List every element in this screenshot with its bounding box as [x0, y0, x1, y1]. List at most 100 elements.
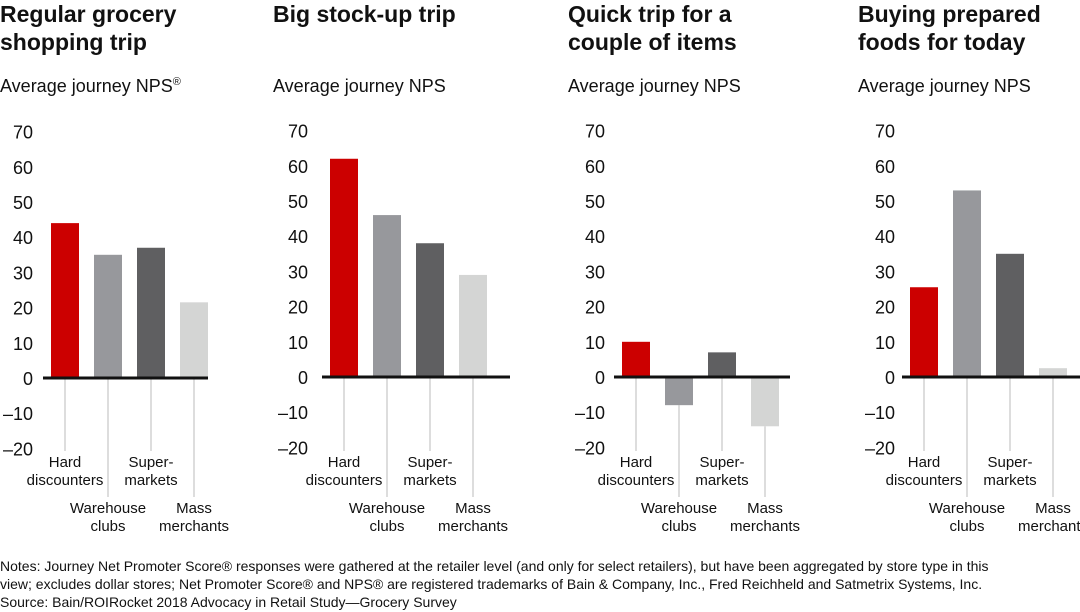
- category-label-line: markets: [695, 472, 748, 489]
- chart-title-line: Big stock-up trip: [273, 1, 456, 27]
- y-tick-label: –20: [865, 438, 895, 458]
- category-label-line: clubs: [369, 518, 404, 535]
- y-tick-label: 0: [23, 369, 33, 389]
- category-label-line: Mass: [747, 500, 783, 517]
- category-label-line: merchants: [438, 518, 508, 535]
- y-tick-label: 50: [288, 192, 308, 212]
- category-label-line: discounters: [306, 472, 383, 489]
- y-tick-label: 30: [875, 262, 895, 282]
- y-tick-label: 10: [13, 334, 33, 354]
- category-label-line: merchants: [730, 518, 800, 535]
- y-tick-label: 60: [288, 157, 308, 177]
- category-label-line: Warehouse: [349, 500, 425, 517]
- y-tick-label: 0: [595, 368, 605, 388]
- y-tick-label: 70: [288, 122, 308, 142]
- category-label-line: clubs: [661, 518, 696, 535]
- chart-title-line: Buying prepared: [858, 1, 1041, 27]
- y-tick-label: 40: [288, 227, 308, 247]
- chart-title-line: shopping trip: [0, 29, 147, 55]
- y-tick-label: –10: [278, 403, 308, 423]
- bar: [416, 243, 444, 377]
- y-tick-label: 60: [585, 157, 605, 177]
- bar: [953, 190, 981, 377]
- bar: [708, 352, 736, 377]
- bar: [137, 247, 165, 378]
- category-label-line: merchants: [1018, 518, 1080, 535]
- category-label-line: Mass: [1035, 500, 1071, 517]
- notes-line-1: Notes: Journey Net Promoter Score® respo…: [0, 558, 989, 574]
- y-tick-label: 20: [288, 298, 308, 318]
- y-tick-label: 50: [13, 193, 33, 213]
- bar: [180, 302, 208, 378]
- y-tick-label: 60: [875, 157, 895, 177]
- category-label-line: discounters: [598, 472, 675, 489]
- y-axis-label: Average journey NPS®: [0, 76, 181, 96]
- bar: [1039, 368, 1067, 377]
- notes-line-2: view; excludes dollar stores; Net Promot…: [0, 576, 983, 592]
- bar: [51, 223, 79, 378]
- y-tick-label: –20: [575, 438, 605, 458]
- category-label-line: Mass: [455, 500, 491, 517]
- bar: [665, 377, 693, 406]
- category-label-line: merchants: [159, 518, 229, 535]
- category-label-line: Warehouse: [70, 500, 146, 517]
- y-axis-label: Average journey NPS: [568, 76, 741, 96]
- y-tick-label: 20: [585, 298, 605, 318]
- category-label-line: discounters: [27, 472, 104, 489]
- y-tick-label: 20: [875, 298, 895, 318]
- y-tick-label: 70: [875, 122, 895, 142]
- category-label-line: Hard: [620, 454, 653, 471]
- y-tick-label: –20: [3, 439, 33, 459]
- y-tick-label: 30: [288, 262, 308, 282]
- y-tick-label: –10: [865, 403, 895, 423]
- bar: [94, 254, 122, 378]
- chart-title-line: foods for today: [858, 29, 1026, 55]
- y-tick-label: –10: [575, 403, 605, 423]
- category-label-line: Super-: [699, 454, 744, 471]
- bar: [751, 377, 779, 427]
- y-tick-label: 70: [585, 122, 605, 142]
- y-tick-label: 60: [13, 158, 33, 178]
- category-label-line: discounters: [886, 472, 963, 489]
- source-line: Source: Bain/ROIRocket 2018 Advocacy in …: [0, 594, 457, 610]
- category-label-line: Hard: [328, 454, 361, 471]
- y-tick-label: 50: [585, 192, 605, 212]
- y-tick-label: –20: [278, 438, 308, 458]
- y-tick-label: 40: [13, 228, 33, 248]
- y-axis-label-superscript: ®: [173, 76, 181, 88]
- chart-title-line: couple of items: [568, 29, 737, 55]
- bar: [910, 287, 938, 377]
- bar: [996, 253, 1024, 377]
- chart-title-line: Regular grocery: [0, 1, 177, 27]
- y-tick-label: 30: [13, 263, 33, 283]
- category-label-line: Mass: [176, 500, 212, 517]
- category-label-line: Super-: [128, 454, 173, 471]
- y-tick-label: –10: [3, 404, 33, 424]
- bar: [622, 341, 650, 377]
- y-axis-label: Average journey NPS: [858, 76, 1031, 96]
- y-tick-label: 10: [875, 333, 895, 353]
- category-label-line: Hard: [49, 454, 82, 471]
- y-tick-label: 40: [875, 227, 895, 247]
- category-label-line: Warehouse: [641, 500, 717, 517]
- bar: [373, 215, 401, 377]
- notes: Notes: Journey Net Promoter Score® respo…: [0, 557, 1080, 611]
- category-label-line: Super-: [407, 454, 452, 471]
- y-tick-label: 10: [585, 333, 605, 353]
- y-tick-label: 50: [875, 192, 895, 212]
- category-label-line: clubs: [949, 518, 984, 535]
- y-tick-label: 0: [885, 368, 895, 388]
- y-tick-label: 40: [585, 227, 605, 247]
- category-label-line: markets: [403, 472, 456, 489]
- y-tick-label: 30: [585, 262, 605, 282]
- chart-title-line: Quick trip for a: [568, 1, 732, 27]
- y-tick-label: 10: [288, 333, 308, 353]
- category-label-line: Super-: [987, 454, 1032, 471]
- y-tick-label: 20: [13, 299, 33, 319]
- y-axis-label: Average journey NPS: [273, 76, 446, 96]
- bar: [459, 274, 487, 377]
- y-tick-label: 70: [13, 123, 33, 143]
- category-label-line: Hard: [908, 454, 941, 471]
- y-tick-label: 0: [298, 368, 308, 388]
